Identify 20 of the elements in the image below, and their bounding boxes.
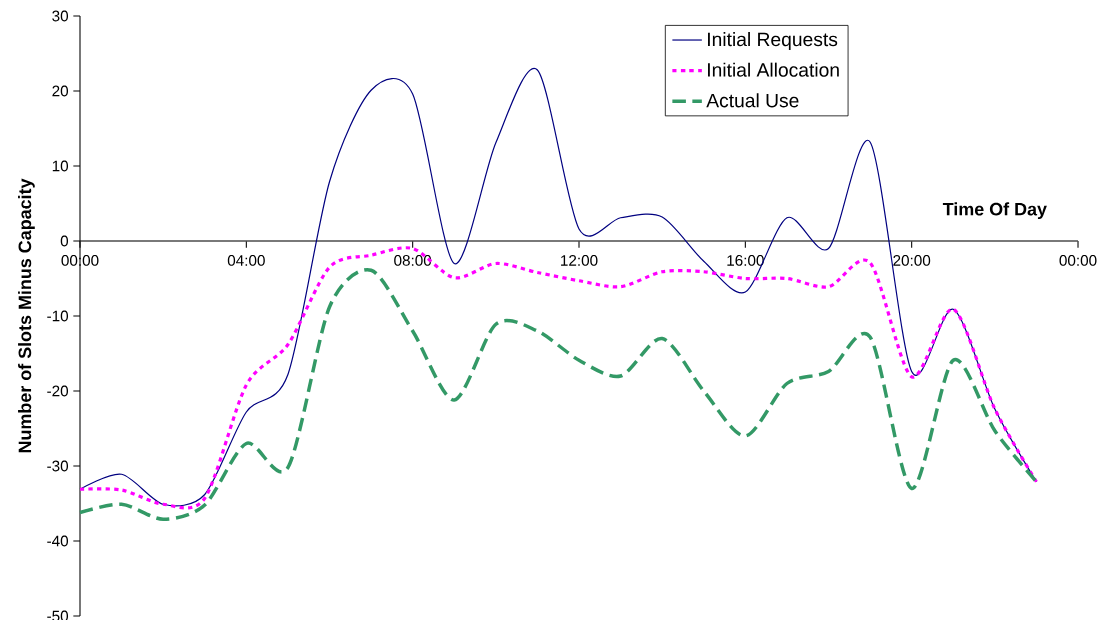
x-tick-label: 00:00 — [1059, 255, 1097, 266]
y-tick-label: 20 — [52, 85, 69, 97]
y-tick-label: -40 — [47, 535, 69, 547]
x-tick-label: 16:00 — [727, 255, 764, 266]
y-tick-label: -30 — [47, 460, 69, 472]
y-tick-label: -20 — [47, 385, 69, 397]
x-tick-label: 20:00 — [893, 255, 931, 266]
x-tick-label: 08:00 — [394, 255, 432, 266]
x-tick-label: 12:00 — [561, 255, 598, 266]
legend-label: Actual Use — [706, 93, 799, 108]
y-tick-label: -10 — [47, 310, 69, 322]
y-tick-label: 0 — [60, 235, 69, 247]
y-axis-title: Number of Slots Minus Capacity — [18, 178, 35, 453]
y-tick-label: 10 — [52, 160, 69, 172]
x-axis-title: Time Of Day — [942, 202, 1047, 220]
x-tick-label: 04:00 — [227, 255, 265, 266]
legend-label: Initial Requests — [708, 32, 838, 51]
x-tick-label: 00:00 — [61, 255, 99, 266]
legend-label: Initial Allocation — [708, 62, 839, 77]
y-tick-label: 30 — [52, 10, 69, 22]
